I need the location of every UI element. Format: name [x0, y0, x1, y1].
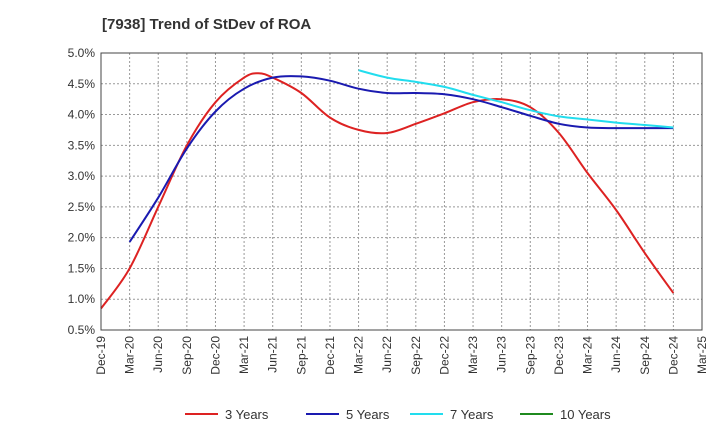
x-tick-label: Sep-20 [180, 336, 194, 375]
y-tick-label: 3.0% [68, 169, 96, 183]
x-tick-label: Sep-22 [409, 336, 423, 375]
y-tick-label: 2.0% [68, 231, 96, 245]
x-tick-label: Dec-21 [323, 336, 337, 375]
x-tick-label: Mar-24 [581, 336, 595, 374]
y-tick-label: 2.5% [68, 200, 96, 214]
legend: 3 Years 5 Years 7 Years 10 Years [185, 407, 611, 422]
series-lines [100, 69, 675, 310]
series-line-3-years [100, 72, 675, 310]
plot-area [101, 53, 702, 330]
x-tick-label: Mar-23 [466, 336, 480, 374]
x-tick-label: Sep-24 [638, 336, 652, 375]
x-tick-label: Mar-21 [237, 336, 251, 374]
y-tick-label: 4.0% [68, 108, 96, 122]
x-tick-label: Dec-19 [94, 336, 108, 375]
legend-label: 3 Years [225, 407, 269, 422]
plot-border [100, 52, 703, 331]
x-tick-label: Jun-22 [380, 336, 394, 373]
x-axis-ticks: Dec-19 Mar-20 Jun-20 Sep-20 Dec-20 Mar-21 Jun-… [94, 336, 709, 375]
x-tick-label: Mar-25 [695, 336, 709, 374]
x-tick-label: Sep-23 [523, 336, 537, 375]
x-tick-label: Sep-21 [294, 336, 308, 375]
legend-label: 10 Years [560, 407, 611, 422]
x-tick-label: Mar-22 [352, 336, 366, 374]
y-tick-label: 5.0% [68, 46, 96, 60]
legend-label: 7 Years [450, 407, 494, 422]
x-tick-label: Dec-24 [666, 336, 680, 375]
y-axis-ticks: 5.0% 4.5% 4.0% 3.5% 3.0% 2.5% 2.0% 1.5% 1.0% 0.5% [68, 46, 96, 337]
y-tick-label: 0.5% [68, 323, 96, 337]
x-tick-label: Jun-21 [266, 336, 280, 373]
x-tick-label: Mar-20 [123, 336, 137, 374]
y-tick-label: 1.0% [68, 292, 96, 306]
x-tick-label: Dec-23 [552, 336, 566, 375]
x-tick-label: Dec-22 [437, 336, 451, 375]
series-line-5-years [128, 75, 674, 243]
x-tick-label: Jun-23 [495, 336, 509, 373]
y-tick-label: 1.5% [68, 261, 96, 275]
series-line-7-years [358, 69, 674, 129]
x-tick-label: Jun-20 [151, 336, 165, 373]
chart-title: [7938] Trend of StDev of ROA [102, 16, 311, 33]
y-tick-label: 4.5% [68, 77, 96, 91]
y-tick-label: 3.5% [68, 138, 96, 152]
x-tick-label: Jun-24 [609, 336, 623, 373]
legend-label: 5 Years [346, 407, 390, 422]
x-tick-label: Dec-20 [208, 336, 222, 375]
